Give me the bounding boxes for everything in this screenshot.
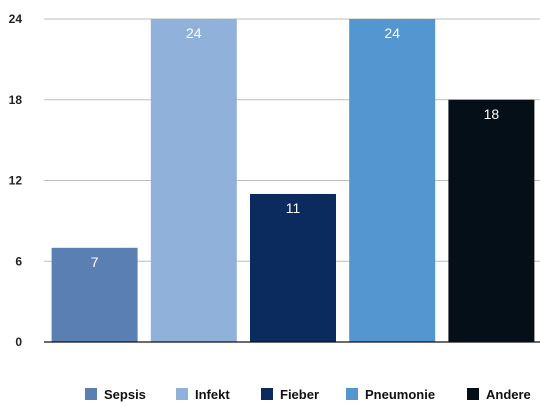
- bar-infekt: [150, 19, 237, 342]
- data-labels: 7 24 11 24 18: [91, 25, 500, 270]
- bar-pneumonie: [349, 19, 436, 342]
- data-label-fieber: 11: [286, 200, 301, 216]
- legend-label-sepsis: Sepsis: [104, 387, 146, 402]
- data-label-infekt: 24: [186, 25, 202, 41]
- y-tick-label: 0: [15, 335, 22, 349]
- bar-fieber: [250, 193, 336, 342]
- legend-label-infekt: Infekt: [195, 387, 230, 402]
- legend-label-fieber: Fieber: [280, 387, 319, 402]
- y-axis-ticks: 0 6 12 18 24: [9, 12, 23, 349]
- data-label-sepsis: 7: [91, 254, 99, 270]
- data-label-andere: 18: [484, 106, 500, 122]
- y-tick-label: 24: [9, 12, 23, 26]
- legend-swatch-infekt: [176, 388, 188, 400]
- bar-sepsis: [51, 247, 138, 342]
- legend: Sepsis Infekt Fieber Pneumonie Andere: [85, 387, 531, 402]
- bar-andere: [448, 99, 535, 342]
- legend-label-andere: Andere: [486, 387, 531, 402]
- bars: [51, 19, 535, 342]
- legend-label-pneumonie: Pneumonie: [365, 387, 435, 402]
- y-tick-label: 18: [9, 93, 23, 107]
- legend-swatch-sepsis: [85, 388, 97, 400]
- legend-swatch-andere: [467, 388, 479, 400]
- data-label-pneumonie: 24: [384, 25, 400, 41]
- legend-swatch-fieber: [261, 388, 273, 400]
- y-tick-label: 6: [15, 254, 22, 268]
- legend-swatch-pneumonie: [346, 388, 358, 400]
- y-tick-label: 12: [9, 174, 23, 188]
